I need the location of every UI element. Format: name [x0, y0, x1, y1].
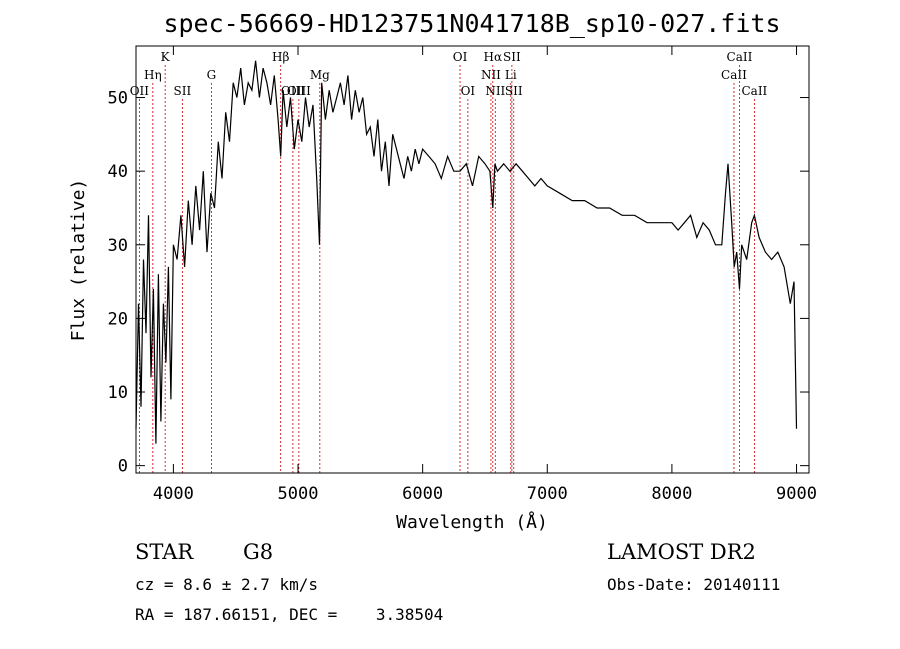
x-axis-ticks: 4000 5000 6000 7000 8000 9000	[153, 46, 817, 504]
line-marker-label: OI	[461, 84, 476, 98]
line-marker-label: SII	[503, 50, 521, 64]
spectrum-line	[135, 60, 798, 444]
y-tick-label: 50	[108, 89, 128, 109]
y-axis-ticks: 0 10 20 30 40 50	[108, 89, 809, 477]
line-marker-label: Hη	[144, 68, 162, 82]
line-marker-label: Hα	[484, 50, 503, 64]
x-tick-label: 4000	[153, 484, 194, 504]
observation-date: Obs-Date: 20140111	[607, 575, 781, 594]
line-marker-label: SII	[174, 84, 192, 98]
line-marker-label: CaII	[721, 68, 747, 82]
y-tick-label: 40	[108, 162, 128, 182]
line-marker-label: Li	[505, 68, 517, 82]
y-tick-label: 0	[118, 457, 128, 477]
line-marker-label: Mg	[310, 68, 330, 82]
x-tick-label: 6000	[402, 484, 443, 504]
x-tick-label: 8000	[651, 484, 692, 504]
line-marker-label: CaII	[741, 84, 767, 98]
x-tick-label: 5000	[278, 484, 319, 504]
line-marker-label: NII	[485, 84, 505, 98]
survey-name: LAMOST DR2	[607, 540, 756, 564]
x-tick-label: 9000	[776, 484, 817, 504]
line-marker-label: OII	[130, 84, 150, 98]
spectral-subclass: G8	[243, 540, 274, 564]
x-axis-label: Wavelength (Å)	[396, 511, 548, 533]
line-marker-label: OI	[453, 50, 468, 64]
line-marker-label: OIII	[281, 84, 305, 98]
plot-frame	[135, 45, 810, 474]
spectral-line-markers: OIIHηKSIIGHβOIIIOIIIMgOIOINIIHαNIILiSIIS…	[130, 50, 768, 473]
line-marker-label: Hβ	[272, 50, 289, 64]
redshift-velocity: cz = 8.6 ± 2.7 km/s	[135, 575, 319, 594]
y-axis-label: Flux (relative)	[68, 179, 89, 342]
y-tick-label: 20	[108, 309, 128, 329]
x-tick-label: 7000	[527, 484, 568, 504]
line-marker-label: OIII	[287, 84, 311, 98]
y-tick-label: 10	[108, 383, 128, 403]
line-marker-label: CaII	[727, 50, 753, 64]
chart-title: spec-56669-HD123751N041718B_sp10-027.fit…	[163, 9, 780, 38]
coordinates: RA = 187.66151, DEC = 3.38504	[135, 605, 444, 624]
object-class: STAR	[135, 540, 194, 564]
line-marker-label: SII	[505, 84, 523, 98]
line-marker-label: NII	[481, 68, 501, 82]
line-marker-label: G	[207, 68, 217, 82]
y-tick-label: 30	[108, 236, 128, 256]
line-marker-label: K	[161, 50, 171, 64]
